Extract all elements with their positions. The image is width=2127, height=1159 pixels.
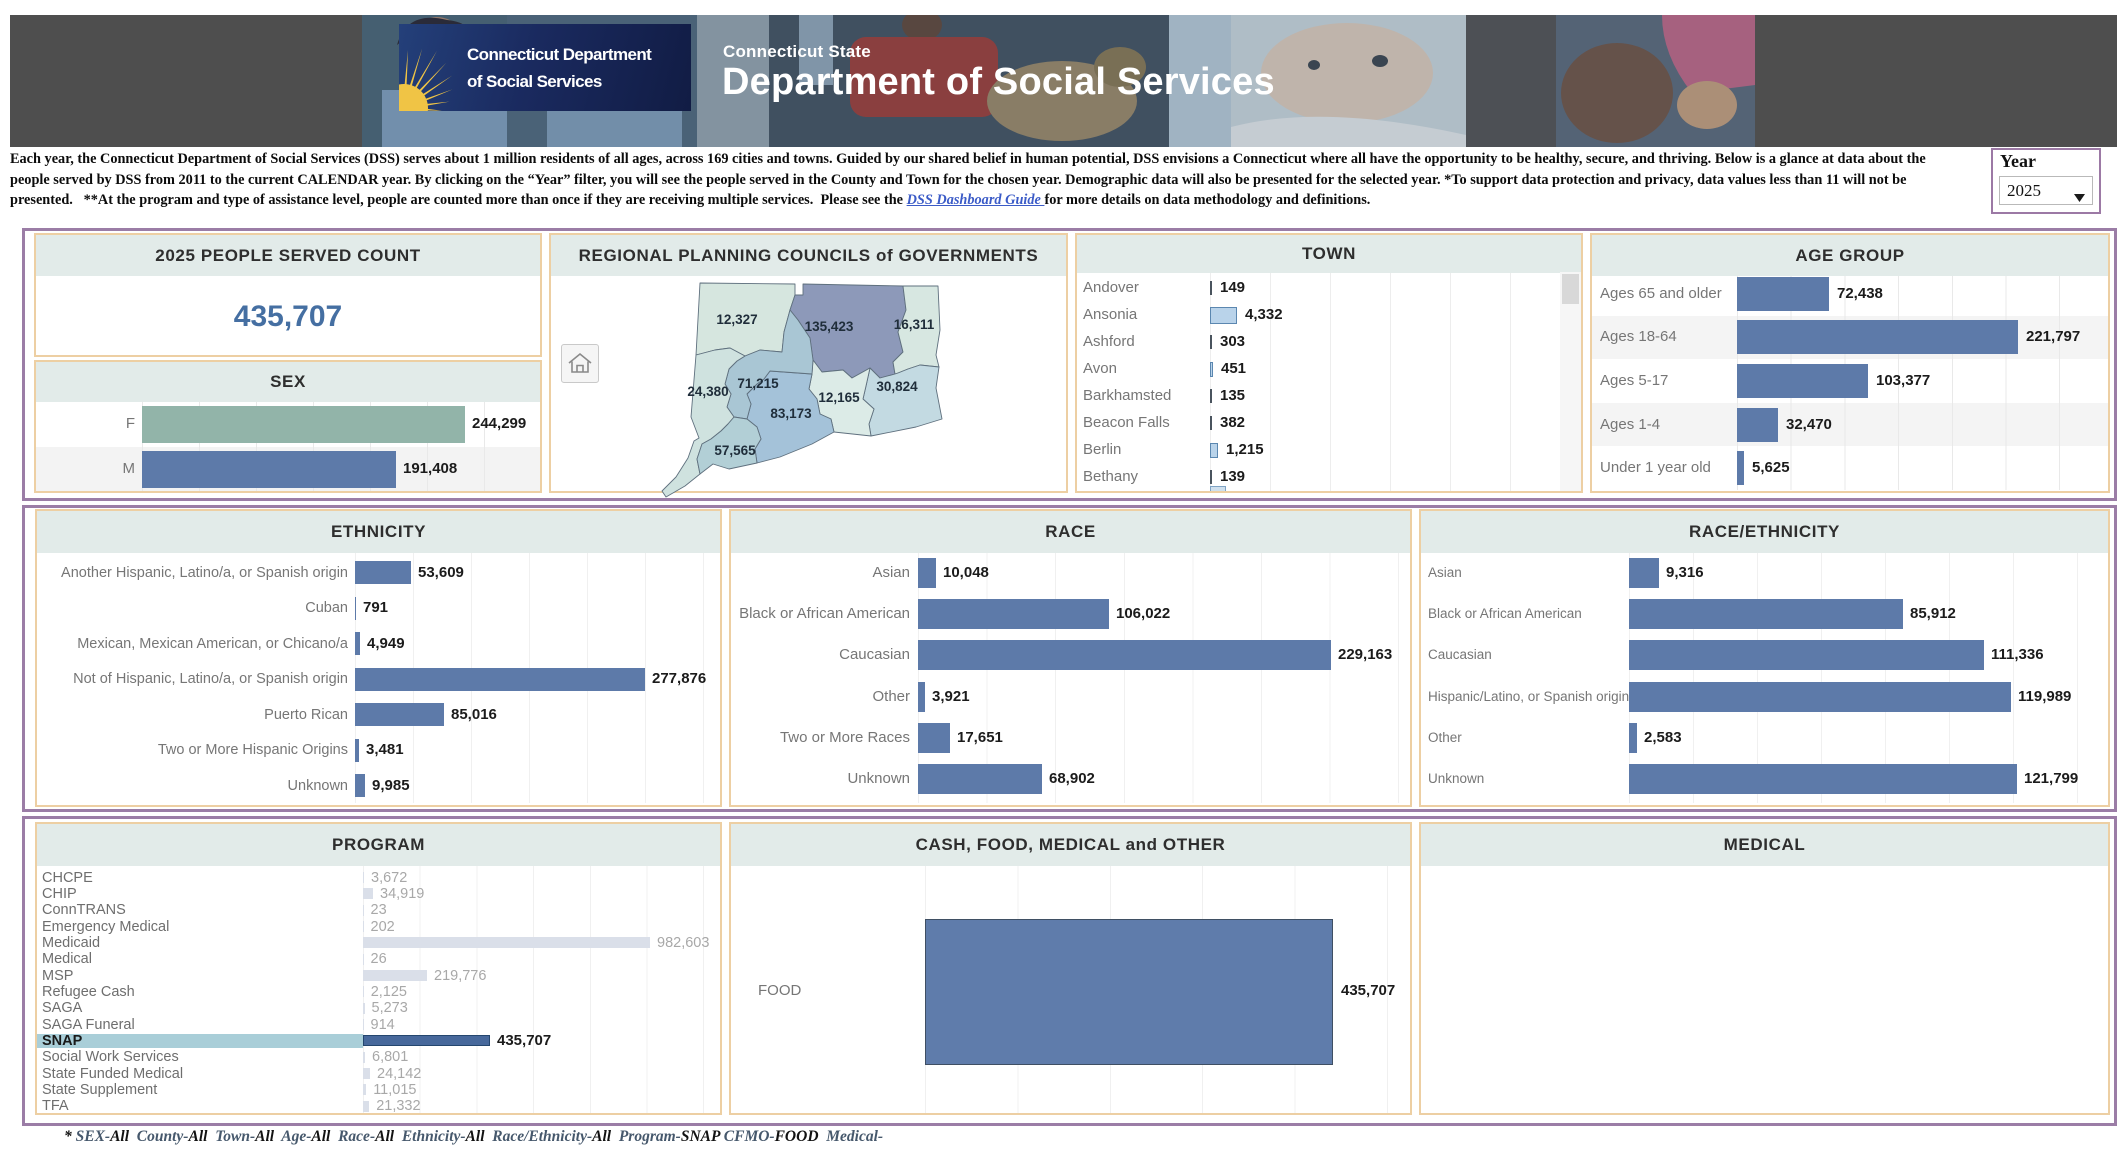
- svg-text:16,311: 16,311: [894, 317, 935, 332]
- svg-text:83,173: 83,173: [770, 406, 812, 421]
- svg-text:12,327: 12,327: [716, 312, 757, 327]
- svg-text:12,165: 12,165: [818, 390, 860, 405]
- svg-text:24,380: 24,380: [687, 384, 728, 399]
- svg-text:71,215: 71,215: [737, 376, 779, 391]
- svg-text:57,565: 57,565: [714, 443, 756, 458]
- svg-text:30,824: 30,824: [876, 379, 918, 394]
- svg-text:135,423: 135,423: [805, 319, 854, 334]
